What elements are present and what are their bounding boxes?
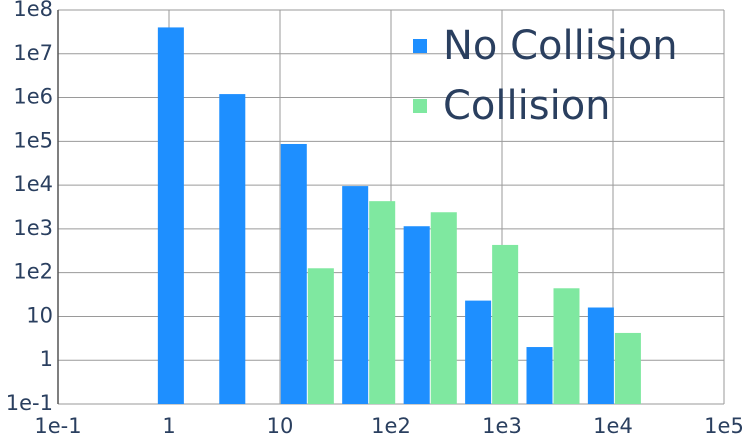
y-tick-label: 1	[40, 347, 53, 371]
y-tick-label: 1e6	[13, 85, 53, 109]
bar	[587, 307, 614, 404]
legend-label: Collision	[443, 83, 611, 129]
legend-label: No Collision	[443, 23, 678, 69]
x-tick-label: 10	[267, 414, 294, 436]
bar	[403, 226, 430, 404]
x-tick-label: 1e5	[704, 414, 744, 436]
bar	[465, 300, 492, 404]
bar	[553, 288, 580, 404]
bar	[526, 347, 553, 404]
bar	[430, 212, 457, 404]
x-tick-label: 1e-1	[34, 414, 81, 436]
bar	[219, 94, 246, 405]
y-tick-label: 1e2	[13, 260, 53, 284]
bar	[157, 27, 184, 404]
bar	[342, 186, 369, 404]
legend-swatch	[413, 99, 427, 113]
y-tick-label: 1e5	[13, 128, 53, 152]
y-tick-label: 1e4	[13, 172, 53, 196]
bar	[307, 268, 334, 404]
bar	[369, 201, 396, 404]
bar	[280, 143, 307, 404]
x-tick-label: 1e4	[593, 414, 633, 436]
x-tick-label: 1	[162, 414, 175, 436]
legend-swatch	[413, 39, 427, 53]
y-tick-label: 1e8	[13, 0, 53, 21]
x-tick-label: 1e2	[371, 414, 411, 436]
y-tick-label: 1e7	[13, 41, 53, 65]
x-tick-label: 1e3	[482, 414, 522, 436]
y-tick-label: 1e-1	[6, 391, 53, 415]
bar	[492, 244, 519, 404]
y-tick-label: 1e3	[13, 216, 53, 240]
bar	[614, 332, 641, 404]
y-tick-label: 10	[26, 303, 53, 327]
